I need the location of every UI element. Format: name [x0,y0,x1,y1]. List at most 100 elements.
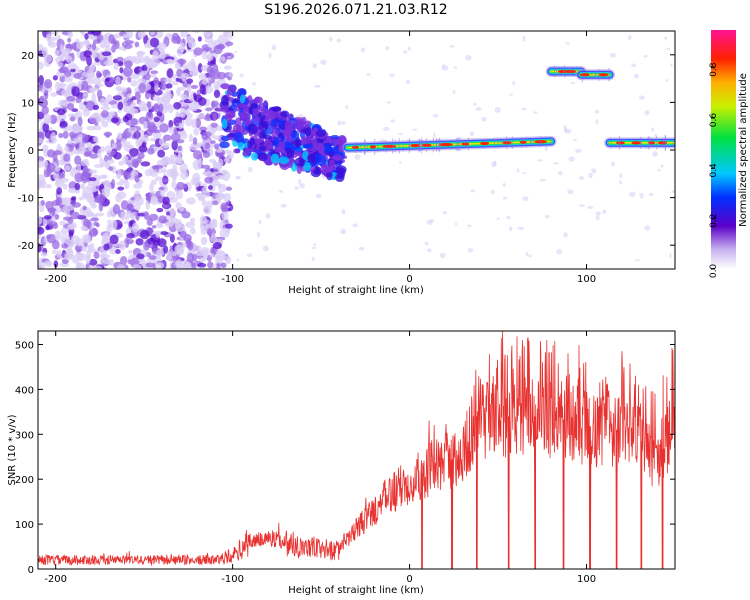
spectrogram-xtick-label: -100 [221,274,244,285]
noise-blob [100,145,105,153]
noise-blob [46,167,52,178]
noise-blob [75,261,82,269]
noise-blob [212,64,219,75]
noise-blob [134,175,140,183]
noise-blob [123,171,132,179]
snr-ticks: -200 -100 0 100 0 100 200 300 400 500 [15,331,675,585]
noise-blob [153,116,160,123]
noise-blob [127,93,132,100]
noise-speck [475,107,482,111]
noise-speck [280,203,287,208]
noise-blob [111,143,117,149]
noise-blob [146,63,156,69]
noise-blob [210,128,215,139]
noise-blob [92,265,103,269]
noise-speck [386,101,391,104]
noise-blob [150,37,160,48]
noise-blob [139,107,145,112]
band-hotspot [598,73,609,77]
diffuse-blob [280,110,290,118]
noise-blob [63,183,68,190]
noise-blob [101,233,108,243]
noise-blob [65,55,73,63]
noise-blob [88,177,97,182]
noise-blob [221,210,229,221]
diffuse-blob [242,150,250,157]
diffuse-blob [233,148,239,154]
noise-blob [148,244,154,249]
noise-blob [45,33,52,42]
noise-blob [169,207,176,218]
noise-speck [629,191,636,198]
noise-blob [43,215,52,220]
noise-blob [58,99,67,107]
noise-blob [177,145,182,152]
noise-blob [193,127,200,136]
noise-blob [105,133,111,138]
diffuse-blob [315,152,322,163]
noise-speck [257,231,261,238]
diffuse-blob [307,154,317,163]
noise-blob [198,73,207,80]
noise-blob [124,40,135,45]
noise-speck [360,47,366,53]
noise-blob [90,217,99,222]
noise-blob [223,157,230,163]
noise-blob [171,36,181,44]
diffuse-blob [331,138,341,144]
noise-speck [311,256,315,261]
noise-speck [657,168,661,172]
noise-blob [115,193,122,203]
snr-ylabel: SNR (10 * v/v) [7,414,18,485]
noise-speck [473,102,477,106]
noise-blob [60,235,66,245]
noise-speck [470,189,476,193]
noise-blob [96,89,103,99]
noise-blob [174,62,181,70]
noise-blob [39,95,45,101]
noise-blob [146,101,152,108]
noise-blob [88,144,94,152]
noise-blob [119,67,124,74]
noise-blob [203,31,213,38]
noise-blob [135,129,140,140]
noise-blob [160,231,169,236]
noise-blob [164,78,173,83]
noise-blob [82,165,88,174]
diffuse-blob [270,119,278,128]
diffuse-blob [302,143,314,150]
noise-speck [403,50,408,54]
noise-blob [81,245,88,252]
noise-blob [227,151,234,159]
noise-blob [212,135,221,140]
noise-blob [88,188,98,193]
noise-blob [40,200,45,206]
noise-blob [186,61,197,71]
spectrogram-ytick-label: -10 [18,194,34,205]
noise-blob [64,234,71,245]
noise-speck [563,232,568,238]
noise-blob [197,36,202,42]
noise-speck [226,205,231,208]
noise-blob [46,234,52,239]
snr-xlabel: Height of straight line (km) [288,585,424,596]
noise-blob [218,183,227,193]
diffuse-blob [271,106,281,112]
noise-blob [133,56,142,65]
noise-blob [154,223,164,229]
noise-blob [213,89,221,99]
noise-blob [126,233,135,239]
noise-speck [570,81,575,84]
noise-speck [502,183,506,187]
noise-speck [652,151,658,157]
noise-blob [101,120,109,128]
noise-speck [516,168,520,174]
noise-blob [147,124,158,133]
spectrogram-xlabel: Height of straight line (km) [288,285,424,296]
noise-speck [525,251,529,257]
noise-speck [299,183,306,189]
noise-blob [90,54,98,59]
noise-blob [140,161,151,167]
noise-speck [644,110,650,116]
diffuse-blob [335,173,345,182]
